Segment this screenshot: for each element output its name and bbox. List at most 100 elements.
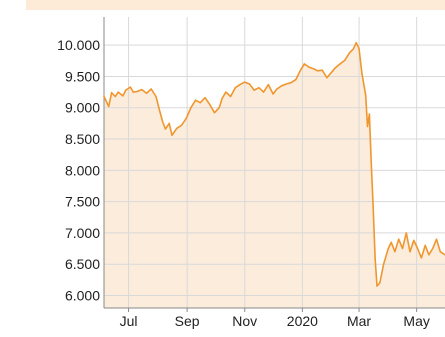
- data-point: [244, 81, 246, 83]
- x-tick-label: Mar: [347, 313, 371, 329]
- data-point: [334, 67, 336, 69]
- data-point: [424, 244, 426, 246]
- data-point: [108, 105, 110, 108]
- data-point: [370, 163, 372, 165]
- data-point: [141, 89, 143, 91]
- data-point: [155, 95, 157, 98]
- data-point: [417, 247, 419, 250]
- data-point: [195, 99, 197, 101]
- data-point: [379, 282, 381, 284]
- data-point: [295, 79, 297, 81]
- data-point: [439, 251, 441, 253]
- data-point: [383, 263, 385, 265]
- data-point: [267, 84, 269, 86]
- data-point: [358, 47, 360, 49]
- data-point: [239, 84, 241, 86]
- data-point: [413, 239, 415, 241]
- data-point: [150, 88, 152, 90]
- x-tick-label: Jul: [120, 313, 138, 329]
- data-point: [303, 63, 305, 65]
- data-point: [432, 247, 434, 250]
- data-point: [114, 95, 116, 98]
- data-point: [209, 104, 211, 106]
- data-point: [321, 69, 323, 71]
- data-point: [352, 48, 354, 50]
- y-tick-label: 6.500: [65, 256, 100, 272]
- y-tick-label: 9.000: [65, 100, 100, 116]
- data-point: [281, 85, 283, 87]
- data-point: [290, 82, 292, 84]
- data-point: [368, 113, 370, 115]
- data-point: [185, 117, 187, 119]
- data-point: [405, 232, 407, 234]
- data-point: [361, 72, 363, 74]
- data-point: [145, 92, 148, 94]
- data-point: [313, 68, 315, 70]
- data-point: [234, 87, 236, 89]
- y-tick-label: 9.500: [65, 68, 100, 84]
- data-point: [159, 110, 161, 112]
- data-point: [111, 92, 113, 94]
- data-point: [213, 112, 216, 114]
- data-point: [272, 93, 274, 95]
- data-point: [164, 128, 166, 130]
- data-point: [390, 241, 392, 243]
- data-point: [344, 59, 346, 61]
- data-point: [330, 72, 332, 74]
- data-point: [316, 70, 319, 72]
- data-point: [374, 257, 376, 259]
- y-tick-label: 7.000: [65, 225, 100, 241]
- data-point: [199, 102, 201, 104]
- data-point: [117, 91, 119, 93]
- data-point: [103, 95, 105, 98]
- data-point: [221, 97, 223, 99]
- data-point: [420, 257, 422, 259]
- data-point: [394, 251, 396, 253]
- data-point: [326, 77, 328, 79]
- data-point: [176, 127, 178, 129]
- data-point: [168, 122, 170, 124]
- data-point: [180, 124, 183, 126]
- data-point: [299, 69, 302, 71]
- data-point: [366, 125, 369, 128]
- data-point: [308, 66, 310, 68]
- x-tick-label: May: [403, 313, 429, 329]
- x-tick-label: Sep: [175, 313, 200, 329]
- data-point: [132, 91, 134, 93]
- data-point: [171, 134, 173, 136]
- data-point: [398, 238, 400, 240]
- data-point: [435, 238, 438, 240]
- data-point: [136, 90, 138, 93]
- data-point: [253, 89, 255, 91]
- data-point: [248, 83, 251, 85]
- data-point: [401, 247, 404, 250]
- data-point: [285, 83, 287, 85]
- data-point: [409, 251, 411, 253]
- y-tick-label: 8.000: [65, 162, 100, 178]
- data-point: [339, 63, 341, 65]
- data-point: [129, 86, 131, 88]
- data-point: [355, 42, 357, 44]
- data-point: [263, 91, 265, 93]
- data-point: [190, 107, 192, 109]
- data-point: [225, 91, 227, 93]
- data-point: [258, 87, 260, 89]
- data-point: [372, 207, 374, 209]
- data-point: [230, 95, 232, 98]
- x-tick-label: 2020: [287, 313, 318, 329]
- y-tick-label: 7.500: [65, 194, 100, 210]
- data-point: [122, 95, 124, 97]
- data-point: [125, 89, 127, 91]
- data-point: [349, 52, 351, 54]
- y-tick-label: 6.000: [65, 287, 100, 303]
- data-point: [428, 254, 430, 256]
- data-point: [365, 94, 367, 96]
- data-point: [276, 88, 278, 90]
- data-point: [204, 97, 206, 99]
- y-tick-label: 8.500: [65, 131, 100, 147]
- top-strip: [26, 0, 445, 10]
- x-tick-label: Nov: [232, 313, 257, 329]
- data-point: [218, 107, 220, 109]
